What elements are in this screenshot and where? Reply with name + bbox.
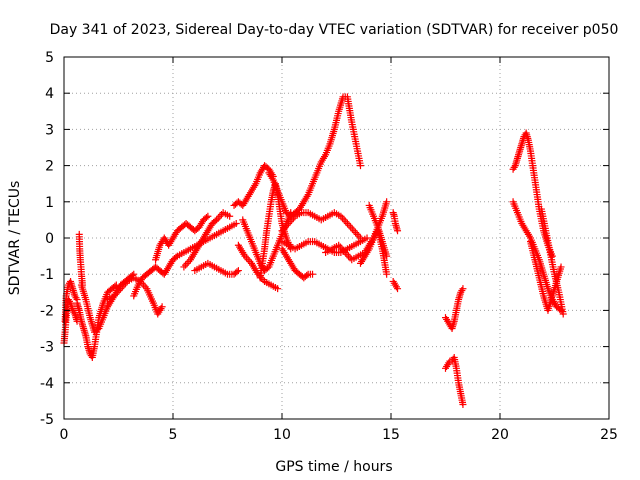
- series-sat-y: [442, 353, 467, 409]
- data-point: [340, 216, 348, 224]
- data-point: [355, 232, 363, 240]
- x-tick-label: 10: [273, 427, 291, 443]
- data-points: [60, 93, 567, 409]
- y-tick-label: -1: [40, 267, 54, 283]
- series-sat-u: [365, 201, 391, 260]
- axis-ticks: 0 5 10 15 20 25 -5 -4 -3 -2 -1 0 1 2 3 4 5: [40, 50, 618, 443]
- data-point: [347, 223, 355, 231]
- series-sat-b: [61, 277, 81, 325]
- series-sat-x: [442, 285, 467, 332]
- series-sat-r: [278, 245, 317, 282]
- y-tick-label: 4: [45, 86, 54, 102]
- x-axis-label: GPS time / hours: [275, 459, 392, 475]
- x-tick-label: 15: [382, 427, 400, 443]
- data-point: [352, 229, 360, 237]
- data-point: [234, 267, 242, 275]
- data-point: [232, 220, 240, 228]
- series-sat-v: [389, 209, 402, 235]
- data-point: [183, 259, 191, 267]
- series-sat-o: [265, 93, 364, 220]
- y-axis-label: SDTVAR / TECUs: [7, 181, 23, 296]
- series-sat-j: [191, 259, 242, 278]
- data-point: [548, 252, 556, 260]
- y-tick-label: 0: [45, 231, 54, 247]
- y-tick-label: 2: [45, 159, 54, 175]
- data-point: [350, 227, 358, 235]
- data-point: [383, 198, 391, 206]
- y-tick-label: -3: [40, 340, 54, 356]
- data-point: [383, 270, 391, 278]
- data-point: [394, 227, 402, 235]
- data-point: [363, 234, 371, 242]
- y-tick-label: -5: [40, 412, 54, 428]
- x-tick-label: 25: [600, 427, 618, 443]
- data-point: [345, 221, 353, 229]
- data-point: [244, 256, 252, 264]
- series-sat-w: [389, 277, 402, 293]
- data-point: [459, 285, 467, 293]
- data-point: [383, 252, 391, 260]
- data-point: [346, 254, 354, 262]
- data-point: [342, 218, 350, 226]
- data-point: [274, 285, 282, 293]
- series-sat-aa: [509, 198, 565, 314]
- data-point: [218, 210, 226, 218]
- data-point: [356, 162, 364, 170]
- data-point: [394, 285, 402, 293]
- data-point: [343, 220, 351, 228]
- data-point: [459, 401, 467, 409]
- series-sat-p: [278, 209, 364, 242]
- series-sat-h: [152, 212, 212, 264]
- y-tick-label: 5: [45, 50, 54, 66]
- y-tick-label: 1: [45, 195, 54, 211]
- data-point: [202, 213, 210, 221]
- series-sat-i: [180, 209, 234, 271]
- data-point: [559, 310, 567, 318]
- series-sat-k: [230, 162, 277, 209]
- data-point: [180, 263, 188, 271]
- chart-title: Day 341 of 2023, Sidereal Day-to-day VTE…: [50, 22, 619, 38]
- data-point: [158, 303, 166, 311]
- data-point: [303, 271, 311, 279]
- data-point: [309, 270, 317, 278]
- data-point: [172, 253, 180, 261]
- x-tick-label: 0: [60, 427, 69, 443]
- x-tick-label: 5: [169, 427, 178, 443]
- series-sat-ab: [527, 238, 565, 314]
- data-point: [211, 217, 219, 225]
- data-point: [353, 230, 361, 238]
- series-sat-g: [130, 220, 240, 300]
- data-point: [233, 268, 241, 276]
- data-point: [226, 212, 234, 220]
- x-tick-label: 20: [491, 427, 509, 443]
- data-point: [111, 282, 119, 290]
- y-tick-label: 3: [45, 122, 54, 138]
- data-point: [204, 212, 212, 220]
- series-sat-n: [256, 180, 295, 282]
- series-sat-ac: [537, 205, 567, 318]
- y-tick-label: -4: [40, 376, 54, 392]
- y-tick-label: -2: [40, 303, 54, 319]
- data-point: [557, 306, 565, 314]
- data-point: [182, 261, 190, 269]
- series-sat-c: [75, 230, 87, 289]
- data-point: [557, 263, 565, 271]
- data-point: [348, 225, 356, 233]
